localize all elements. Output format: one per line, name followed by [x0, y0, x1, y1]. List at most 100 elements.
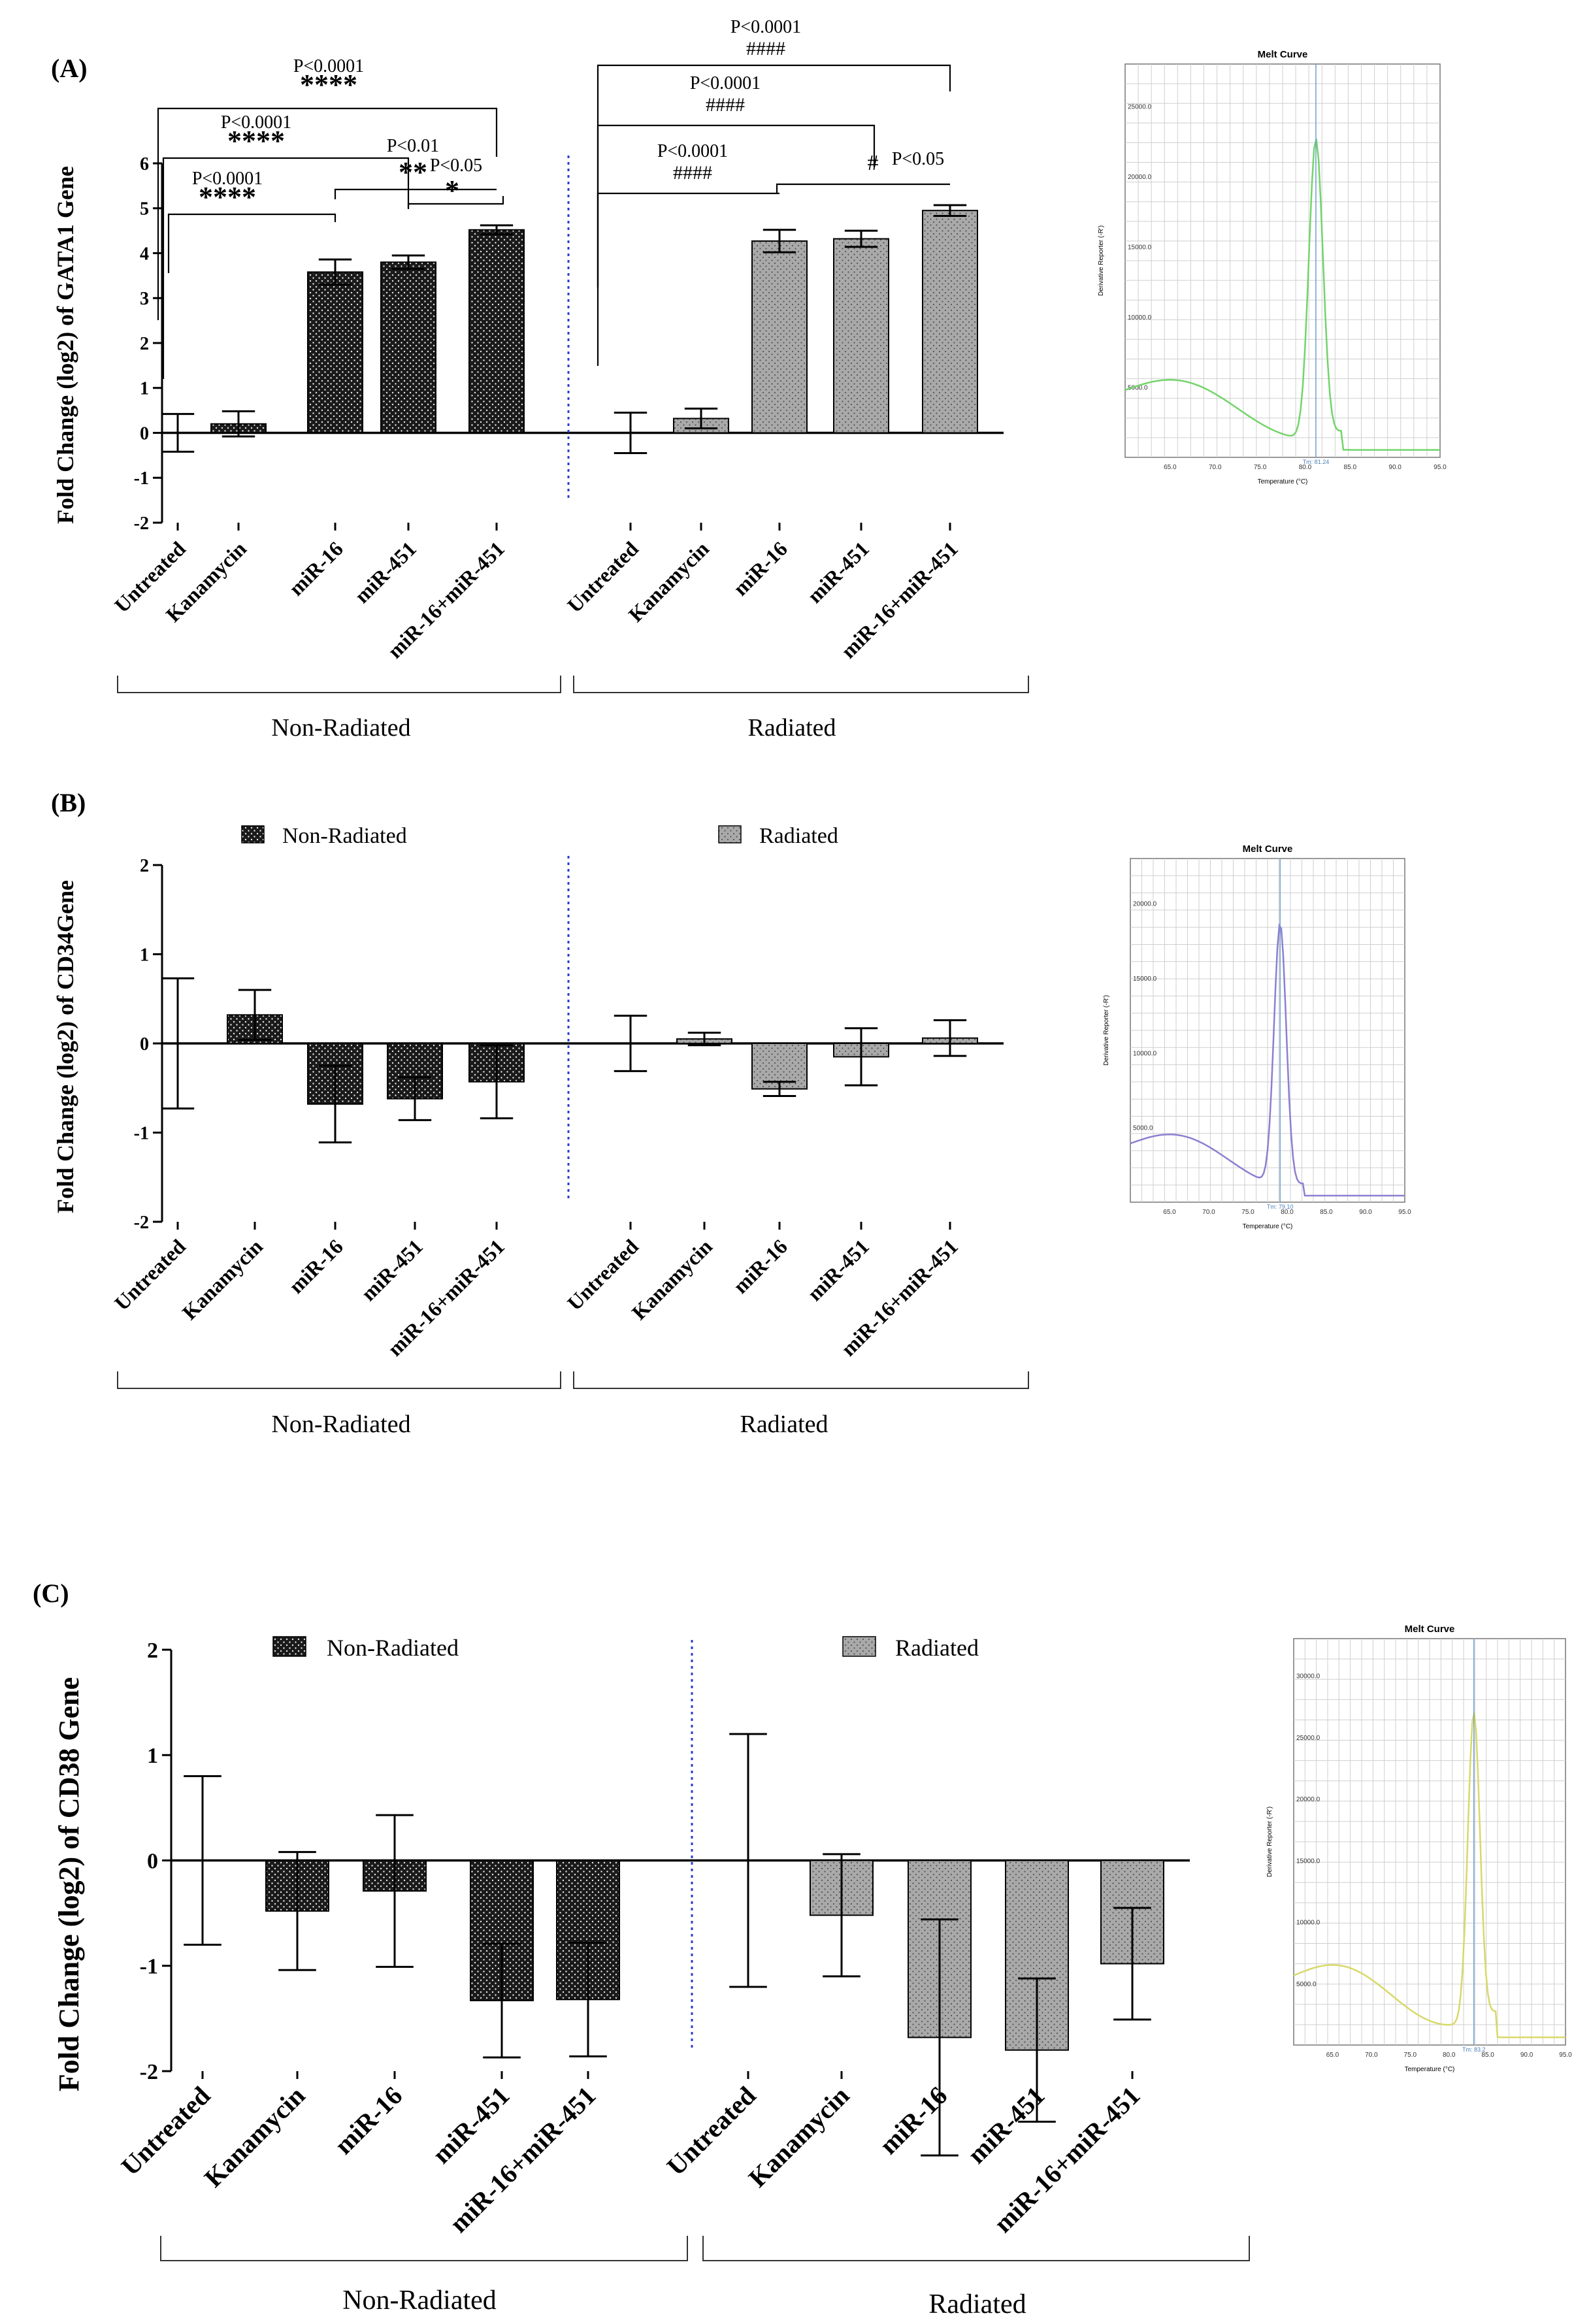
y-tick-label: -2 [140, 2060, 158, 2084]
melt-y-tick-label: 20000.0 [1128, 174, 1152, 181]
group-label-non-radiated: Non-Radiated [271, 1411, 410, 1438]
legend-label-non-radiated: Non-Radiated [327, 1635, 459, 1661]
x-tick-label: miR-16 [329, 2081, 408, 2160]
bar-non-radiated-mir-16-mir-451 [468, 229, 525, 434]
group-label-non-radiated: Non-Radiated [342, 2285, 497, 2316]
melt-x-tick-label: 70.0 [1202, 1209, 1215, 1216]
melt-y-tick-label: 15000.0 [1128, 244, 1152, 252]
bar-radiated-mir-16 [751, 240, 808, 434]
melt-x-tick-label: 75.0 [1404, 2052, 1417, 2059]
significance-label: P<0.05 [892, 149, 944, 169]
y-tick-label: -2 [134, 1213, 149, 1233]
melt-curve-line [1130, 923, 1405, 1197]
melt-x-tick-label: 90.0 [1359, 1209, 1372, 1216]
significance-label: P<0.01 [387, 136, 439, 156]
x-tick-label: Kanamycin [743, 2081, 855, 2193]
melt-tm-label: Tm: 81.24 [1303, 459, 1330, 465]
melt-x-tick-label: 85.0 [1344, 464, 1357, 471]
melt-curve-c: Melt Curve Temperature (°C) Derivative Rep… [1266, 1624, 1572, 2073]
melt-y-label: Derivative Reporter (-R') [1266, 1807, 1273, 1877]
melt-x-tick-label: 95.0 [1559, 2052, 1572, 2059]
x-tick-label: Kanamycin [199, 2081, 311, 2193]
x-tick-label: miR-16+miR-451 [444, 2081, 601, 2238]
significance-bracket [776, 183, 950, 194]
y-tick-label: -1 [134, 1123, 149, 1143]
bar-radiated-mir-16-mir-451 [922, 210, 978, 434]
significance-label: # [868, 151, 879, 175]
y-tick-label: 0 [140, 1034, 149, 1055]
melt-x-tick-label: 95.0 [1434, 464, 1447, 471]
group-bracket [573, 1371, 1029, 1389]
significance-label: **** [199, 181, 256, 213]
significance-label: P<0.0001 [657, 141, 728, 161]
bar-non-radiated-mir-451 [380, 261, 436, 434]
melt-y-tick-label: 25000.0 [1296, 1735, 1320, 1742]
y-tick-label: -2 [134, 514, 149, 534]
y-tick-label: 0 [140, 423, 149, 444]
melt-x-tick-label: 75.0 [1241, 1209, 1254, 1216]
y-tick-label: -1 [134, 468, 149, 489]
melt-tm-label: Tm: 79.10 [1267, 1203, 1294, 1210]
significance-bracket [334, 188, 497, 199]
bar-radiated-mir-451 [833, 238, 889, 434]
melt-curve-title: Melt Curve [1243, 843, 1293, 855]
bar-non-radiated-mir-16-mir-451 [556, 1859, 620, 2001]
melt-y-tick-label: 25000.0 [1128, 104, 1152, 111]
y-tick-label: 4 [140, 244, 149, 264]
y-tick-label: 1 [140, 379, 149, 399]
group-label-radiated: Radiated [740, 1411, 828, 1438]
melt-x-tick-label: 80.0 [1281, 1209, 1294, 1216]
panel-a: (A) Fold Change (log2) of GATA1 Gene -2 -… [51, 17, 1029, 742]
x-tick-label: Kanamycin [178, 1234, 267, 1324]
melt-x-tick-label: 90.0 [1520, 2052, 1533, 2059]
melt-x-tick-label: 90.0 [1388, 464, 1402, 471]
x-tick-label: Untreated [661, 2081, 762, 2182]
melt-x-tick-label: 75.0 [1254, 464, 1267, 471]
group-bracket [117, 676, 561, 693]
melt-x-tick-label: 65.0 [1326, 2052, 1339, 2059]
melt-x-tick-label: 85.0 [1481, 2052, 1494, 2059]
legend-swatch-non-radiated [241, 825, 265, 843]
significance-bracket [167, 213, 336, 273]
melt-curve-b: Melt Curve Temperature (°C) Derivative Rep… [1103, 843, 1411, 1230]
legend-swatch-non-radiated [272, 1636, 306, 1657]
y-tick-label: 3 [140, 289, 149, 309]
x-tick-label: miR-16 [874, 2081, 953, 2160]
x-tick-label: miR-451 [427, 2081, 516, 2170]
significance-bracket [407, 196, 504, 208]
x-tick-label: miR-16 [729, 1234, 792, 1298]
legend-swatch-radiated [842, 1636, 876, 1657]
bar-non-radiated-mir-451 [470, 1859, 534, 2001]
melt-x-tick-label: 80.0 [1299, 464, 1312, 471]
melt-x-tick-label: 85.0 [1320, 1209, 1333, 1216]
melt-y-tick-label: 10000.0 [1296, 1920, 1320, 1927]
x-tick-label: miR-451 [350, 536, 421, 607]
melt-x-label: Temperature (°C) [1258, 478, 1308, 485]
melt-x-label: Temperature (°C) [1243, 1223, 1293, 1230]
group-bracket [702, 2236, 1250, 2261]
melt-curve-a: Melt Curve Temperature (°C) Derivative Rep… [1098, 49, 1447, 485]
y-axis-label: Fold Change (log2) of CD34Gene [52, 880, 78, 1213]
significance-bracket [597, 64, 951, 287]
significance-bracket [597, 124, 876, 287]
melt-y-label: Derivative Reporter (-R') [1103, 995, 1110, 1066]
melt-y-tick-label: 5000.0 [1128, 385, 1148, 392]
melt-x-tick-label: 70.0 [1209, 464, 1222, 471]
panel-label: (C) [33, 1579, 69, 1608]
significance-label: **** [227, 125, 285, 157]
melt-x-label: Temperature (°C) [1405, 2066, 1455, 2073]
x-tick-label: Kanamycin [627, 1234, 717, 1324]
y-tick-label: 0 [147, 1849, 158, 1873]
melt-x-tick-label: 65.0 [1164, 464, 1177, 471]
melt-x-tick-label: 80.0 [1443, 2052, 1456, 2059]
group-bracket [573, 676, 1029, 693]
melt-curve-title: Melt Curve [1258, 49, 1308, 60]
melt-y-tick-label: 15000.0 [1133, 975, 1157, 983]
significance-label: P<0.0001 [192, 169, 263, 189]
significance-label: #### [706, 94, 745, 116]
significance-label: #### [746, 38, 785, 59]
